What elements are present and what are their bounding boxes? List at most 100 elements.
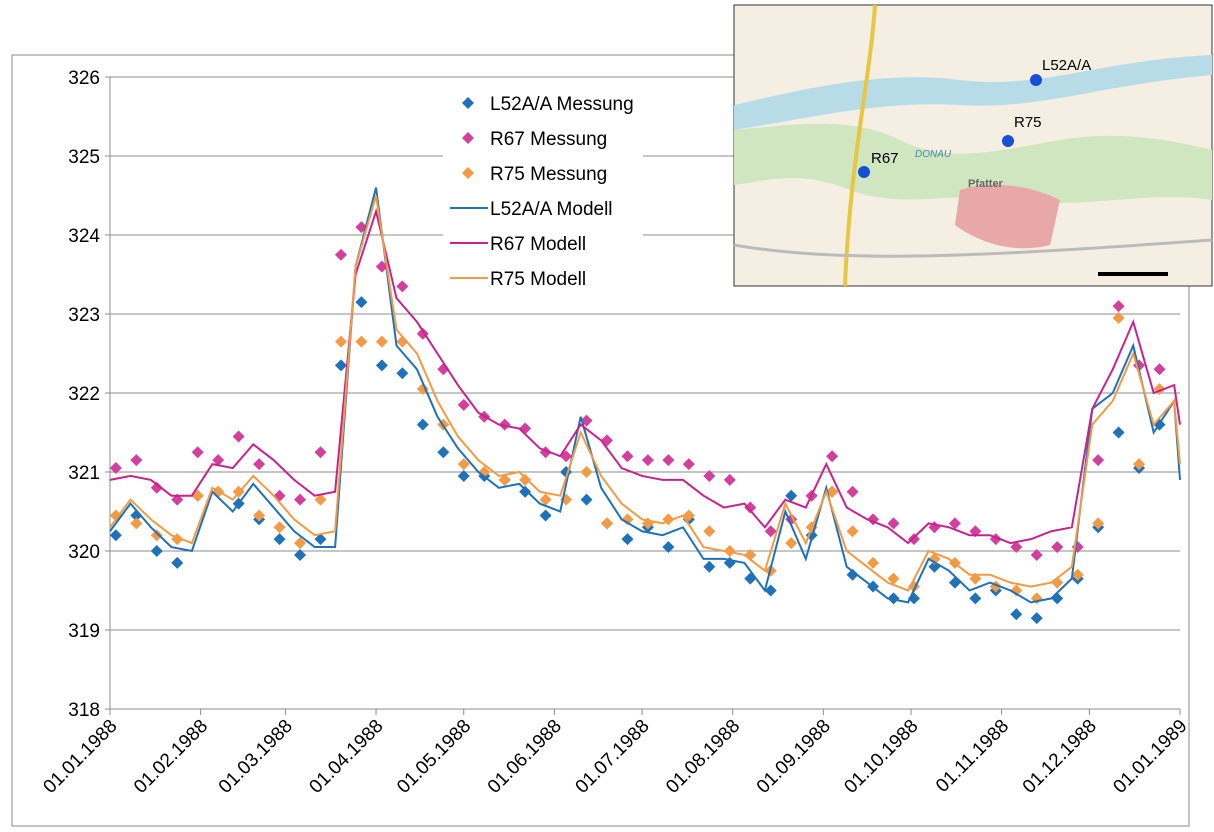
measurement-point xyxy=(130,454,143,467)
measurement-point xyxy=(682,458,695,471)
y-tick-label: 318 xyxy=(68,700,100,721)
measurement-point xyxy=(396,280,409,293)
measurement-point xyxy=(498,418,511,431)
legend-label: L52A/A Modell xyxy=(490,199,613,220)
legend-marker xyxy=(462,132,474,144)
road xyxy=(733,238,1213,258)
measurement-point xyxy=(294,548,307,561)
measurement-point xyxy=(457,469,470,482)
measurement-point xyxy=(846,525,859,538)
measurement-point xyxy=(150,545,163,557)
town xyxy=(955,184,1060,249)
measurement-point xyxy=(150,481,163,494)
measurement-point xyxy=(580,466,593,478)
measurement-point xyxy=(109,529,122,542)
measurement-point xyxy=(846,568,859,581)
map-place: DONAU xyxy=(915,149,952,160)
measurement-point xyxy=(887,572,900,585)
measurement-point xyxy=(191,446,204,459)
measurement-point xyxy=(437,446,450,459)
measurement-point xyxy=(396,367,409,380)
measurement-point xyxy=(519,485,532,498)
measurement-point xyxy=(621,450,634,463)
measurement-point xyxy=(887,592,900,605)
measurement-point xyxy=(171,556,184,569)
measurement-point xyxy=(948,517,961,530)
measurement-point xyxy=(1112,300,1125,313)
measurement-point xyxy=(498,473,511,486)
station-label: L52A/A xyxy=(1042,57,1091,74)
legend-label: R75 Modell xyxy=(490,269,586,290)
measurement-point xyxy=(703,469,716,482)
y-tick-label: 319 xyxy=(68,621,100,642)
measurement-point xyxy=(662,454,675,467)
river xyxy=(734,55,1212,130)
station-label: R67 xyxy=(871,150,899,167)
measurement-point xyxy=(846,485,859,498)
measurement-point xyxy=(744,501,757,514)
measurement-point xyxy=(662,541,675,554)
measurement-point xyxy=(867,556,880,569)
measurement-point xyxy=(887,517,900,530)
y-tick-label: 322 xyxy=(68,384,100,405)
measurement-point xyxy=(334,359,347,372)
measurement-point xyxy=(928,552,941,565)
measurement-point xyxy=(1092,517,1105,530)
measurement-point xyxy=(334,335,347,348)
measurement-point xyxy=(703,525,716,538)
measurement-point xyxy=(375,359,388,372)
measurement-point xyxy=(1030,548,1043,561)
measurement-point xyxy=(1092,454,1105,467)
measurement-point xyxy=(703,560,716,573)
measurement-point xyxy=(723,473,736,486)
measurement-point xyxy=(1112,311,1125,324)
measurement-point xyxy=(1153,363,1166,376)
measurement-point xyxy=(907,533,920,546)
station-marker xyxy=(1030,74,1042,86)
model-line xyxy=(109,195,1181,592)
measurement-point xyxy=(1010,584,1023,597)
legend: L52A/A Messung R67 Messung R75 Messung L52A… xyxy=(450,94,634,290)
measurement-point xyxy=(785,537,798,550)
station-label: R75 xyxy=(1014,114,1042,131)
measurement-point xyxy=(764,584,777,597)
measurement-point xyxy=(457,458,470,471)
model-line xyxy=(109,207,1181,545)
measurement-point xyxy=(826,450,839,463)
measurement-point xyxy=(109,462,122,475)
measurement-point xyxy=(253,458,266,471)
measurement-point xyxy=(273,533,286,546)
y-tick-label: 324 xyxy=(68,226,100,247)
measurement-point xyxy=(375,335,388,348)
measurement-point xyxy=(314,533,327,546)
measurement-point xyxy=(1112,426,1125,439)
measurement-point xyxy=(150,529,163,542)
measurement-point xyxy=(621,513,634,526)
legend-marker xyxy=(462,97,474,109)
measurement-point xyxy=(355,335,368,348)
measurement-point xyxy=(457,398,470,411)
measurement-point xyxy=(519,473,532,486)
legend-marker xyxy=(462,167,474,179)
measurement-point xyxy=(294,537,307,550)
measurement-point xyxy=(1010,541,1023,554)
measurement-point xyxy=(314,446,327,459)
measurement-point xyxy=(334,248,347,261)
map-inset: Pfatter DONAU L52A/A R67 R75 xyxy=(733,4,1213,287)
measurement-point xyxy=(723,545,736,557)
measurement-point xyxy=(294,493,307,506)
station-marker xyxy=(1002,135,1014,147)
measurement-point xyxy=(130,517,143,530)
measurement-point xyxy=(1010,608,1023,621)
measurement-point xyxy=(600,517,613,530)
measurement-point xyxy=(539,493,552,506)
measurement-point xyxy=(621,533,634,546)
scale-bar xyxy=(1098,272,1168,276)
y-tick-label: 320 xyxy=(68,542,100,563)
measurement-point xyxy=(785,489,798,502)
measurement-point xyxy=(826,485,839,498)
map-place: Pfatter xyxy=(968,178,1004,190)
legend-box xyxy=(443,85,643,303)
measurement-point xyxy=(969,592,982,605)
